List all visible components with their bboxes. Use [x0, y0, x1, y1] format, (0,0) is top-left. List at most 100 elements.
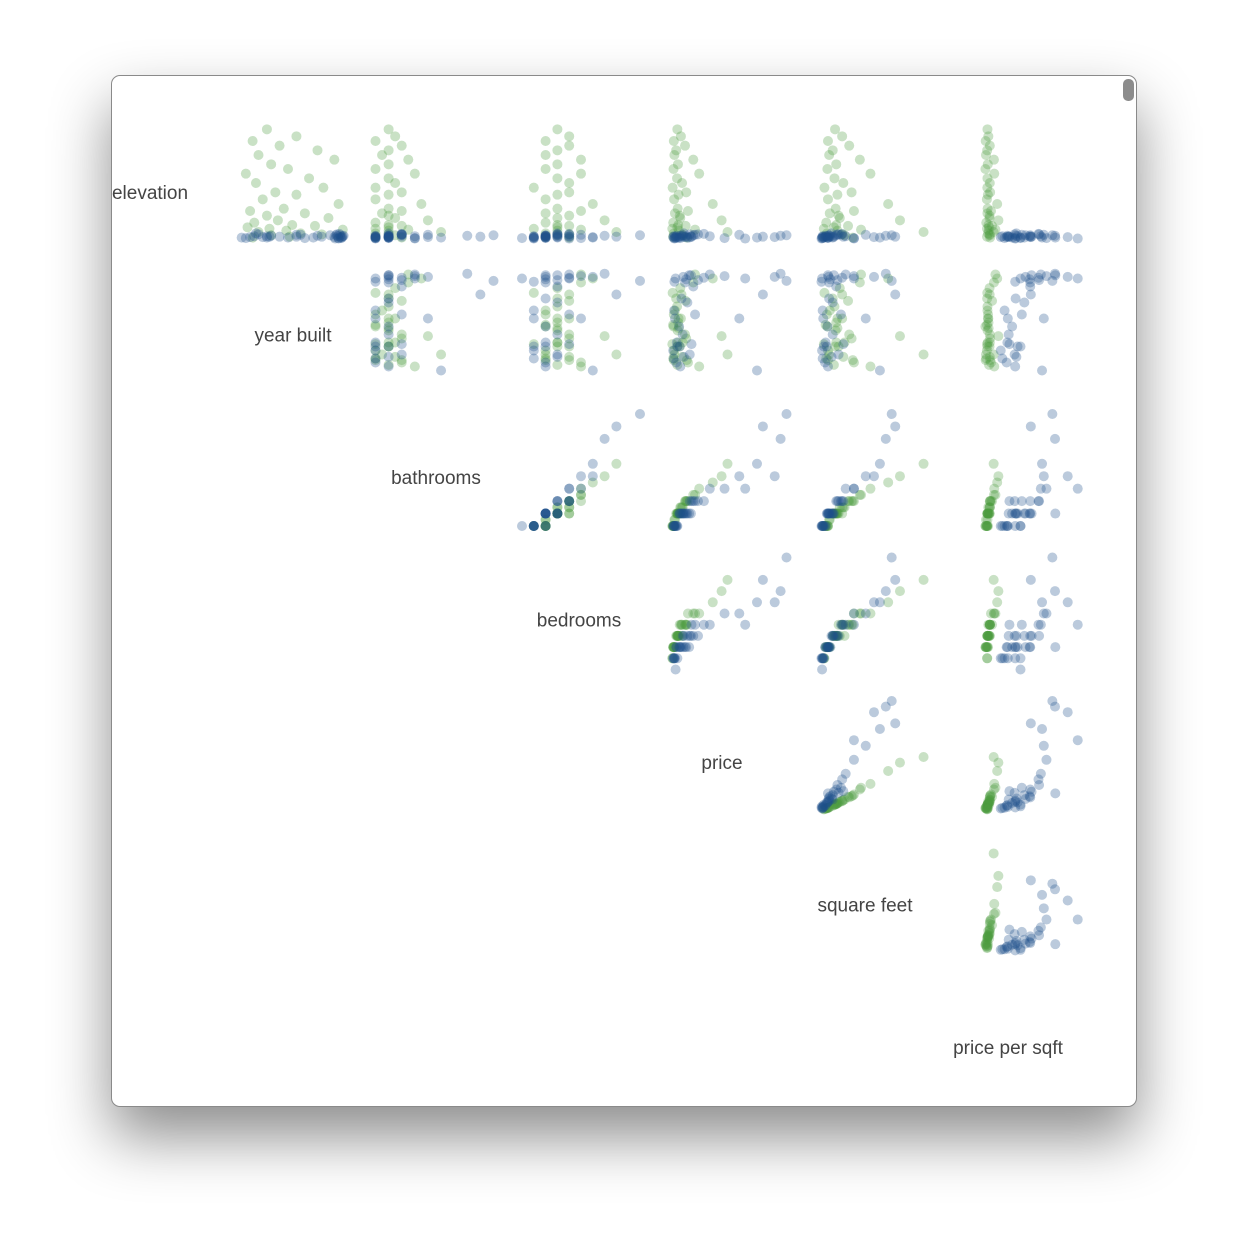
point	[832, 225, 843, 236]
point	[984, 508, 995, 519]
point	[982, 932, 993, 943]
point	[257, 194, 268, 205]
point	[992, 882, 1003, 893]
point	[818, 341, 829, 352]
point	[698, 228, 709, 239]
point	[517, 233, 527, 244]
point	[818, 231, 829, 242]
point	[824, 514, 835, 525]
point	[820, 231, 831, 242]
point	[982, 145, 993, 156]
point	[669, 521, 680, 531]
point	[383, 232, 394, 243]
point	[982, 508, 993, 519]
point	[993, 471, 1004, 482]
point	[552, 229, 563, 240]
point	[993, 215, 1004, 226]
point	[830, 325, 841, 336]
point	[1026, 231, 1037, 242]
point	[1047, 230, 1058, 241]
point	[833, 630, 844, 641]
point	[688, 496, 699, 507]
point	[980, 939, 991, 950]
point	[396, 357, 407, 368]
point	[528, 339, 539, 350]
point	[988, 154, 999, 165]
point	[890, 231, 901, 242]
point	[680, 232, 691, 243]
point	[821, 309, 832, 320]
scrollbar-thumb[interactable]	[1123, 79, 1134, 101]
point	[673, 508, 684, 519]
point	[983, 925, 994, 936]
point	[819, 804, 830, 815]
point	[671, 521, 682, 531]
point	[1007, 797, 1018, 808]
point	[540, 349, 551, 360]
point	[686, 496, 697, 507]
point	[672, 508, 683, 519]
point	[988, 848, 999, 859]
point	[1003, 329, 1014, 340]
point	[540, 271, 551, 282]
point	[1025, 231, 1036, 242]
point	[690, 269, 701, 280]
point	[677, 231, 688, 242]
point	[682, 508, 693, 519]
point	[1025, 496, 1036, 507]
point	[831, 630, 842, 641]
point	[668, 136, 679, 146]
point	[540, 230, 551, 241]
point	[890, 574, 901, 585]
point	[552, 325, 563, 336]
point	[383, 233, 394, 244]
point	[436, 227, 447, 237]
point	[540, 233, 551, 244]
point	[984, 213, 995, 223]
point	[1062, 895, 1073, 906]
point	[837, 502, 848, 513]
point	[676, 642, 687, 653]
point	[409, 269, 420, 280]
point	[822, 361, 833, 372]
point	[982, 803, 993, 814]
point	[827, 508, 838, 519]
point	[680, 619, 691, 630]
point	[829, 173, 840, 184]
point	[475, 231, 486, 242]
point	[995, 232, 1006, 243]
point	[838, 496, 849, 507]
point	[669, 208, 680, 219]
point	[983, 521, 994, 531]
point	[982, 508, 993, 519]
point	[890, 718, 901, 729]
point	[990, 269, 1001, 280]
point	[890, 289, 901, 300]
point	[564, 329, 575, 340]
point	[848, 206, 859, 216]
point	[670, 521, 681, 531]
point	[719, 233, 730, 244]
point	[295, 229, 306, 240]
point	[1025, 630, 1036, 641]
point	[984, 795, 995, 806]
point	[528, 233, 539, 244]
point	[668, 521, 679, 531]
point	[370, 339, 381, 350]
point	[673, 220, 684, 230]
point	[817, 305, 828, 316]
point	[982, 798, 993, 809]
point	[874, 724, 885, 734]
point	[982, 930, 993, 941]
point	[874, 458, 885, 469]
point	[997, 944, 1008, 955]
point	[564, 232, 575, 243]
point	[847, 790, 858, 801]
point	[834, 502, 845, 513]
point	[240, 168, 251, 179]
point	[984, 230, 995, 241]
point	[528, 521, 539, 531]
point	[528, 313, 539, 324]
point	[982, 341, 993, 352]
point	[552, 508, 563, 519]
